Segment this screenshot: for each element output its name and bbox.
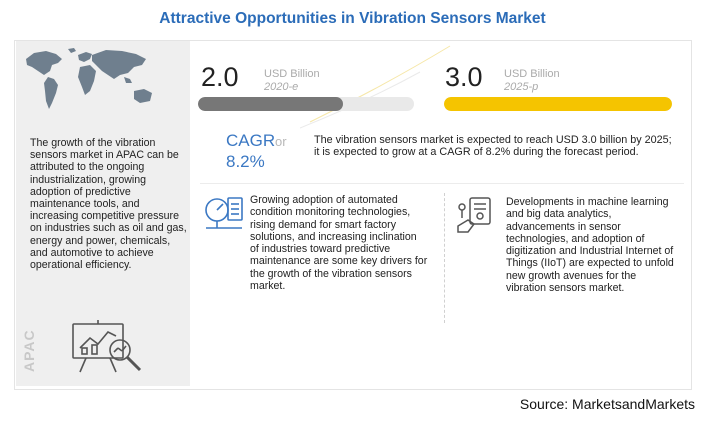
analysis-board-icon	[72, 320, 142, 373]
market-2025-unit: USD Billion	[504, 68, 560, 80]
monitoring-gauge-icon	[205, 197, 243, 229]
market-2025-value: 3.0	[445, 62, 483, 92]
vertical-divider	[444, 193, 445, 323]
cagr-description: The vibration sensors market is expected…	[314, 134, 672, 159]
cagr-value: 8.2%	[226, 152, 265, 171]
drivers-text: Growing adoption of automated condition …	[250, 194, 428, 293]
world-map-icon	[26, 48, 152, 109]
apac-description: The growth of the vibration sensors mark…	[30, 137, 187, 272]
opportunities-text: Developments in machine learning and big…	[506, 196, 674, 295]
market-2025-year: 2025-p	[504, 81, 539, 93]
market-2025-bar	[444, 97, 672, 111]
market-2025-bar-fill	[444, 97, 672, 111]
source-note: Source: MarketsandMarkets	[519, 396, 695, 412]
apac-label: APAC	[21, 329, 37, 372]
cagr-label: CAGR	[226, 131, 276, 150]
horizontal-divider	[200, 183, 684, 184]
market-2020-unit: USD Billion	[264, 68, 320, 80]
market-2020-bar-fill	[198, 97, 343, 111]
apac-panel	[16, 41, 190, 386]
decorative-line	[300, 45, 451, 129]
market-2020-year: 2020-e	[264, 81, 299, 93]
market-2020-bar	[198, 97, 414, 111]
page-title: Attractive Opportunities in Vibration Se…	[159, 10, 546, 27]
machine-learning-icon	[457, 197, 491, 233]
market-2020-value: 2.0	[201, 62, 239, 92]
cagr-or: or	[275, 134, 287, 149]
